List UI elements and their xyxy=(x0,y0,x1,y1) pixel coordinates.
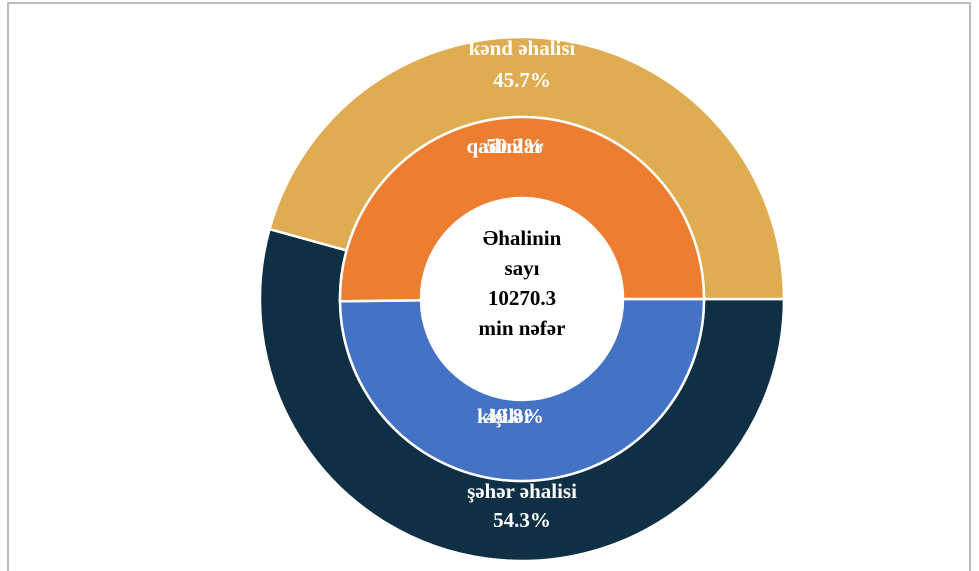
segment-name: kişilər xyxy=(477,404,533,428)
segment-name: qadınlar xyxy=(466,134,543,158)
segment-value-label: 49.8% xyxy=(486,404,544,428)
center-unit: min nəfər xyxy=(479,316,566,340)
frame xyxy=(7,2,971,571)
segment-value-label: 45.7% xyxy=(493,68,551,92)
donut-segment xyxy=(338,115,706,303)
segment-value-label: 54.3% xyxy=(493,508,551,532)
segment-name: şəhər əhalisi xyxy=(467,479,577,503)
segment-value-label: 50.2% xyxy=(486,134,544,158)
center-value: 10270.3 xyxy=(488,286,556,310)
donut-segment xyxy=(338,297,706,483)
center-label: Əhalinin xyxy=(483,226,562,250)
center-label: sayı xyxy=(504,256,539,280)
segment-name: kənd əhalisi xyxy=(469,36,576,60)
